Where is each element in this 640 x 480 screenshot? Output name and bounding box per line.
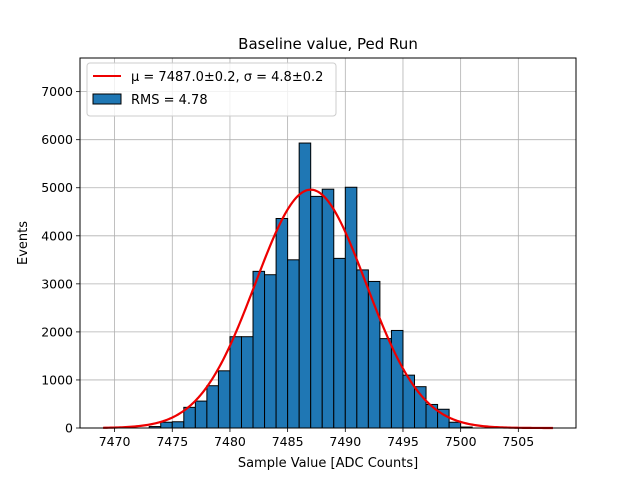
x-tick-label: 7505: [502, 434, 534, 449]
histogram-bar: [379, 338, 392, 429]
y-tick-label: 3000: [41, 276, 73, 291]
x-tick-label: 7500: [445, 434, 477, 449]
x-tick-label: 7485: [272, 434, 304, 449]
histogram-bar: [160, 421, 173, 429]
gaussian-fit: [103, 188, 553, 430]
y-tick-label: 1000: [41, 372, 73, 387]
histogram-bar: [298, 142, 312, 429]
chart-title: Baseline value, Ped Run: [238, 35, 418, 53]
x-tick-label: 7490: [329, 434, 361, 449]
histogram-bar: [275, 217, 289, 429]
legend-fit-label: μ = 7487.0±0.2, σ = 4.8±0.2: [131, 70, 323, 85]
y-tick-label: 5000: [41, 180, 73, 195]
legend-rms-label: RMS = 4.78: [131, 93, 208, 108]
x-tick-label: 7470: [99, 434, 131, 449]
histogram-bar: [240, 336, 254, 429]
histogram-bar: [252, 270, 266, 429]
plot-frame: [79, 57, 577, 429]
y-tick-label: 6000: [41, 132, 73, 147]
histogram-bar: [333, 257, 346, 429]
y-tick-label: 7000: [41, 84, 73, 99]
legend: μ = 7487.0±0.2, σ = 4.8±0.2 RMS = 4.78: [86, 62, 337, 117]
histogram-bar: [206, 385, 219, 429]
histogram-bar: [344, 186, 358, 429]
x-tick-label: 7475: [156, 434, 188, 449]
x-axis-label: Sample Value [ADC Counts]: [238, 456, 418, 471]
histogram-bar: [287, 259, 300, 429]
x-tick-label: 7495: [387, 434, 419, 449]
y-tick-label: 0: [65, 421, 73, 436]
y-axis-label: Events: [16, 221, 31, 265]
histogram-bar: [425, 403, 439, 429]
y-tick-label: 4000: [41, 228, 73, 243]
legend-box: [86, 62, 337, 117]
histogram-bar: [194, 400, 208, 429]
histogram-bar: [448, 421, 462, 429]
x-axis-ticks: 7470 7475 7480 7485 7490 7495 7500 7505: [99, 428, 534, 449]
histogram-bar: [171, 421, 185, 429]
histogram-bar: [264, 274, 277, 429]
histogram-bar: [217, 370, 231, 429]
x-tick-label: 7480: [214, 434, 246, 449]
y-tick-label: 2000: [41, 324, 73, 339]
histogram-bar: [356, 269, 369, 429]
gaussian-fit-curve: [103, 188, 553, 430]
histogram-bar: [310, 195, 323, 429]
histogram-bar: [321, 188, 335, 429]
y-axis-ticks: 0 1000 2000 3000 4000 5000 6000 7000: [41, 84, 80, 436]
histogram-bar: [390, 329, 404, 429]
histogram-bar: [229, 336, 242, 429]
legend-rms-swatch: [92, 93, 122, 105]
